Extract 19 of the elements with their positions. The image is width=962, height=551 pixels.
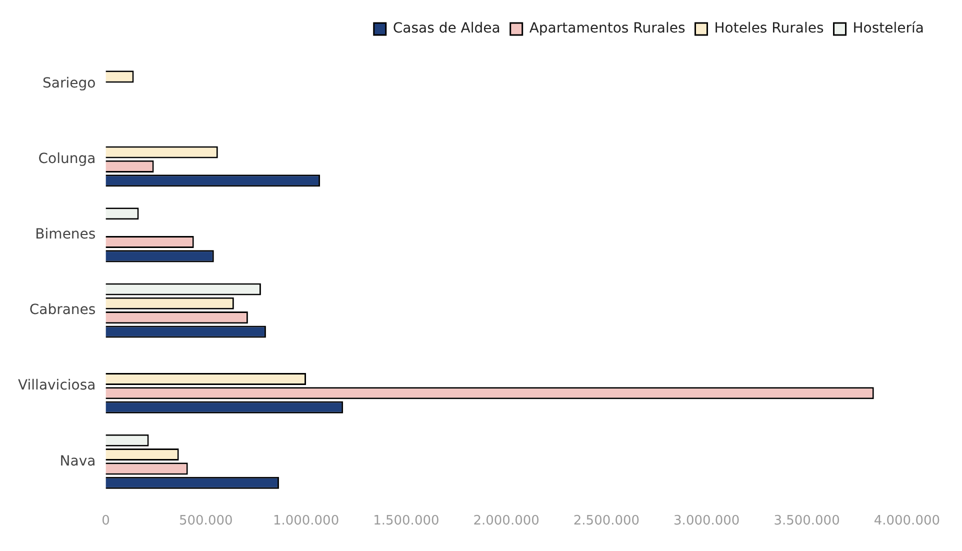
y-tick-label: Bimenes [35,226,96,243]
y-tick-label: Nava [60,453,96,470]
legend-label: Hoteles Rurales [714,20,824,37]
x-tick-label: 1.500.000 [373,514,440,529]
y-tick-label: Cabranes [29,302,96,318]
y-tick-label: Sariego [42,75,96,92]
x-tick-label: 1.000.000 [272,514,340,529]
legend-label: Hostelería [852,20,924,37]
y-tick-label: Villaviciosa [18,378,96,394]
y-tick-label: Colunga [38,150,96,167]
legend-label: Apartamentos Rurales [529,20,686,37]
x-tick-label: 2.500.000 [573,514,640,529]
x-tick-label: 2.000.000 [473,514,540,529]
x-tick-label: 0 [102,514,110,529]
x-tick-label: 4.000.000 [874,514,940,529]
legend-label: Casas de Aldea [392,20,500,37]
x-tick-label: 3.000.000 [674,514,740,529]
x-tick-label: 3.500.000 [774,514,840,529]
x-tick-label: 500.000 [178,514,233,529]
